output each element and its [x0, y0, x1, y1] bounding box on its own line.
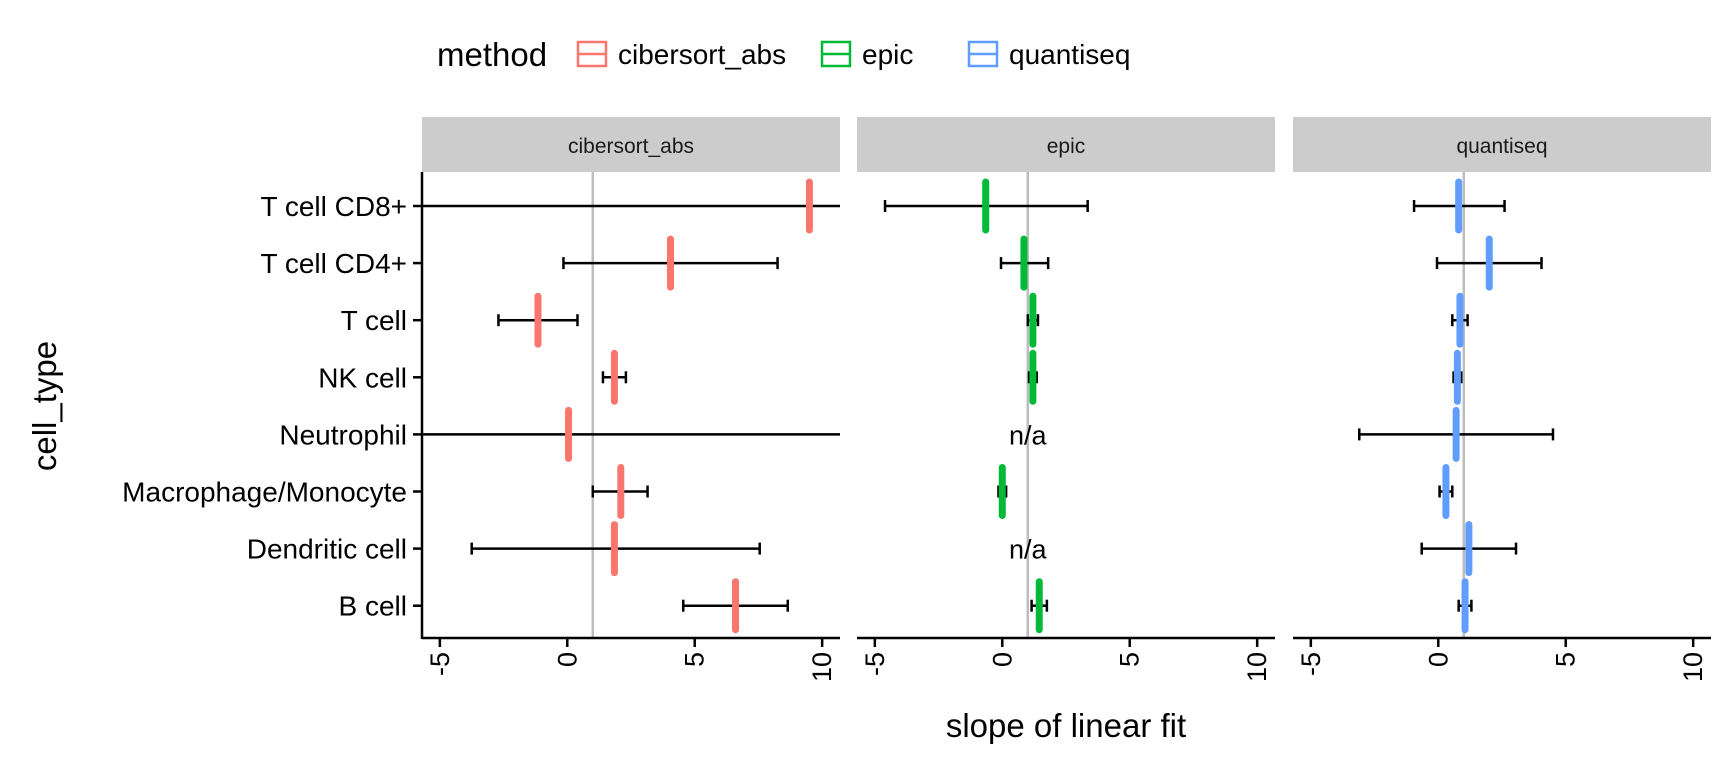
point-range-t-cell-cd8: [883, 178, 1089, 234]
point-range-t-cell-cd8: [422, 178, 840, 234]
point-range-t-cell-cd4: [999, 235, 1050, 291]
point-range-dendritic-cell: [1420, 521, 1518, 577]
facet-data: [883, 178, 1089, 634]
facet-strip: [857, 117, 1275, 172]
point-range-t-cell-cd4: [1435, 235, 1543, 291]
point-range-macrophage-monocyte: [997, 464, 1008, 519]
x-tick-label: 0: [987, 652, 1017, 667]
x-tick-label: 10: [807, 652, 837, 682]
point-range-nk-cell: [1452, 349, 1463, 405]
legend-label: quantiseq: [1009, 39, 1130, 70]
facet-strip: [422, 117, 840, 172]
y-tick-label: Dendritic cell: [247, 534, 407, 565]
legend-entry-epic: epic: [820, 39, 913, 70]
facet-strip-label: cibersort_abs: [568, 135, 694, 158]
point-range-t-cell-cd8: [1412, 178, 1506, 234]
legend-title: method: [437, 36, 547, 73]
x-axis-title: slope of linear fit: [946, 707, 1186, 744]
x-tick-label: 10: [1678, 652, 1708, 682]
x-tick-label: -5: [860, 652, 890, 676]
x-axis: -5 0 5 10: [422, 636, 840, 682]
legend: method cibersort_abs epic quantiseq: [437, 36, 1130, 73]
point-range-dendritic-cell: [470, 521, 761, 577]
x-tick-label: 5: [1115, 652, 1145, 667]
point-range-nk-cell: [1027, 349, 1038, 405]
point-range-macrophage-monocyte: [1438, 464, 1454, 519]
point-range-t-cell: [1451, 292, 1469, 348]
point-range-b-cell: [1030, 578, 1049, 634]
point-range-t-cell: [1026, 292, 1040, 348]
point-range-t-cell-cd4: [562, 235, 779, 291]
y-tick-label: T cell CD4+: [260, 248, 407, 279]
legend-entry-cibersort-abs: cibersort_abs: [576, 39, 786, 70]
point-range-b-cell: [682, 578, 789, 634]
y-tick-label: NK cell: [318, 362, 407, 393]
facet-epic: epic -5 0 5 10 n/a n/a: [857, 117, 1275, 682]
y-tick-label: Macrophage/Monocyte: [122, 477, 407, 508]
y-axis: T cell CD8+ T cell CD4+ T cell NK cell Neutr…: [122, 172, 424, 639]
x-tick-label: 5: [680, 652, 710, 667]
x-tick-label: 0: [552, 652, 582, 667]
legend-entry-quantiseq: quantiseq: [967, 39, 1130, 70]
x-axis: -5 0 5 10: [1293, 636, 1711, 682]
na-label: n/a: [1009, 535, 1048, 565]
x-tick-label: 0: [1423, 652, 1453, 667]
facet-strip-label: epic: [1047, 135, 1086, 158]
point-range-nk-cell: [601, 349, 628, 405]
facet-panels: cibersort_abs -5 0 5 10 epic -5 0 5 10 n/a n/a quant…: [422, 117, 1711, 682]
x-tick-label: 10: [1242, 652, 1272, 682]
x-tick-label: -5: [1296, 652, 1326, 676]
facet-data: [1358, 178, 1555, 634]
y-tick-label: T cell: [341, 305, 407, 336]
facet-strip-label: quantiseq: [1456, 135, 1547, 158]
point-range-b-cell: [1457, 578, 1473, 634]
point-range-neutrophil: [1358, 406, 1555, 462]
point-range-macrophage-monocyte: [591, 464, 649, 519]
facet-data: [422, 178, 840, 634]
y-axis-title: cell_type: [26, 341, 63, 471]
x-axis: -5 0 5 10: [857, 636, 1275, 682]
y-tick-label: T cell CD8+: [260, 191, 407, 222]
facet-quantiseq: quantiseq -5 0 5 10: [1293, 117, 1711, 682]
point-range-neutrophil: [422, 406, 840, 462]
legend-label: cibersort_abs: [618, 39, 786, 70]
facet-cibersort-abs: cibersort_abs -5 0 5 10: [422, 117, 840, 682]
legend-label: epic: [862, 39, 913, 70]
legend-entries: cibersort_abs epic quantiseq: [576, 39, 1130, 70]
y-tick-label: B cell: [339, 591, 407, 622]
na-label: n/a: [1009, 420, 1048, 450]
y-tick-label: Neutrophil: [279, 419, 407, 450]
point-range-t-cell: [497, 292, 579, 348]
x-tick-label: 5: [1551, 652, 1581, 667]
facet-strip: [1293, 117, 1711, 172]
x-tick-label: -5: [425, 652, 455, 676]
